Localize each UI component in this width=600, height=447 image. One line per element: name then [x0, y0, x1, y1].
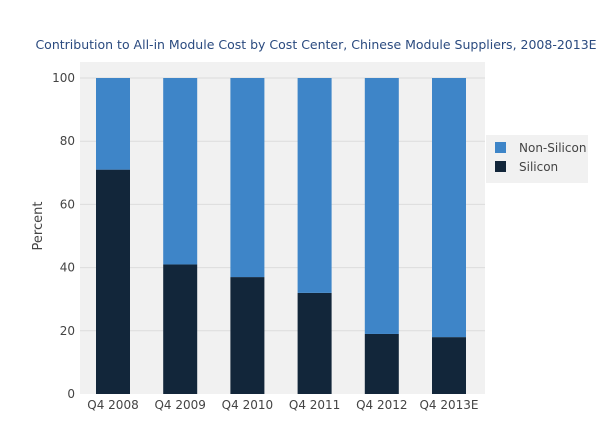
y-tick-label: 100 [52, 71, 75, 85]
bar-non-silicon[interactable] [432, 78, 466, 338]
bar-silicon[interactable] [96, 169, 130, 394]
bar-silicon[interactable] [364, 333, 399, 394]
y-tick-label: 60 [60, 197, 75, 211]
y-tick-label: 0 [67, 387, 75, 401]
bar-non-silicon[interactable] [96, 78, 130, 170]
bar-silicon[interactable] [163, 264, 198, 394]
x-tick-label: Q4 2009 [154, 398, 205, 412]
bar-silicon[interactable] [432, 337, 466, 394]
gridlines [80, 77, 485, 332]
legend[interactable]: Non-Silicon Silicon [486, 135, 588, 183]
legend-label[interactable]: Non-Silicon [519, 141, 586, 155]
bar-non-silicon[interactable] [230, 78, 265, 278]
legend-label[interactable]: Silicon [519, 160, 558, 174]
x-tick-label: Q4 2011 [289, 398, 340, 412]
x-axis-ticks: Q4 2008 Q4 2009 Q4 2010 Q4 2011 Q4 2012 Q4 20… [87, 398, 478, 412]
bar-non-silicon[interactable] [163, 78, 198, 265]
x-tick-label: Q4 2008 [87, 398, 138, 412]
bar-non-silicon[interactable] [297, 78, 332, 293]
x-tick-label: Q4 2012 [356, 398, 407, 412]
chart-title: Contribution to All-in Module Cost by Co… [35, 37, 596, 52]
legend-swatch [495, 161, 506, 172]
bars [96, 78, 466, 394]
plot-area [80, 62, 485, 394]
x-tick-label: Q4 2013E [419, 398, 478, 412]
y-axis-label: Percent [31, 202, 46, 251]
y-tick-label: 40 [60, 261, 75, 275]
bar-non-silicon[interactable] [364, 78, 399, 334]
legend-swatch [495, 142, 506, 153]
y-axis-ticks: 0 20 40 60 80 100 [52, 71, 75, 401]
y-tick-label: 20 [60, 324, 75, 338]
bar-silicon[interactable] [230, 277, 265, 394]
y-tick-label: 80 [60, 134, 75, 148]
bar-silicon[interactable] [297, 292, 332, 394]
x-tick-label: Q4 2010 [222, 398, 273, 412]
